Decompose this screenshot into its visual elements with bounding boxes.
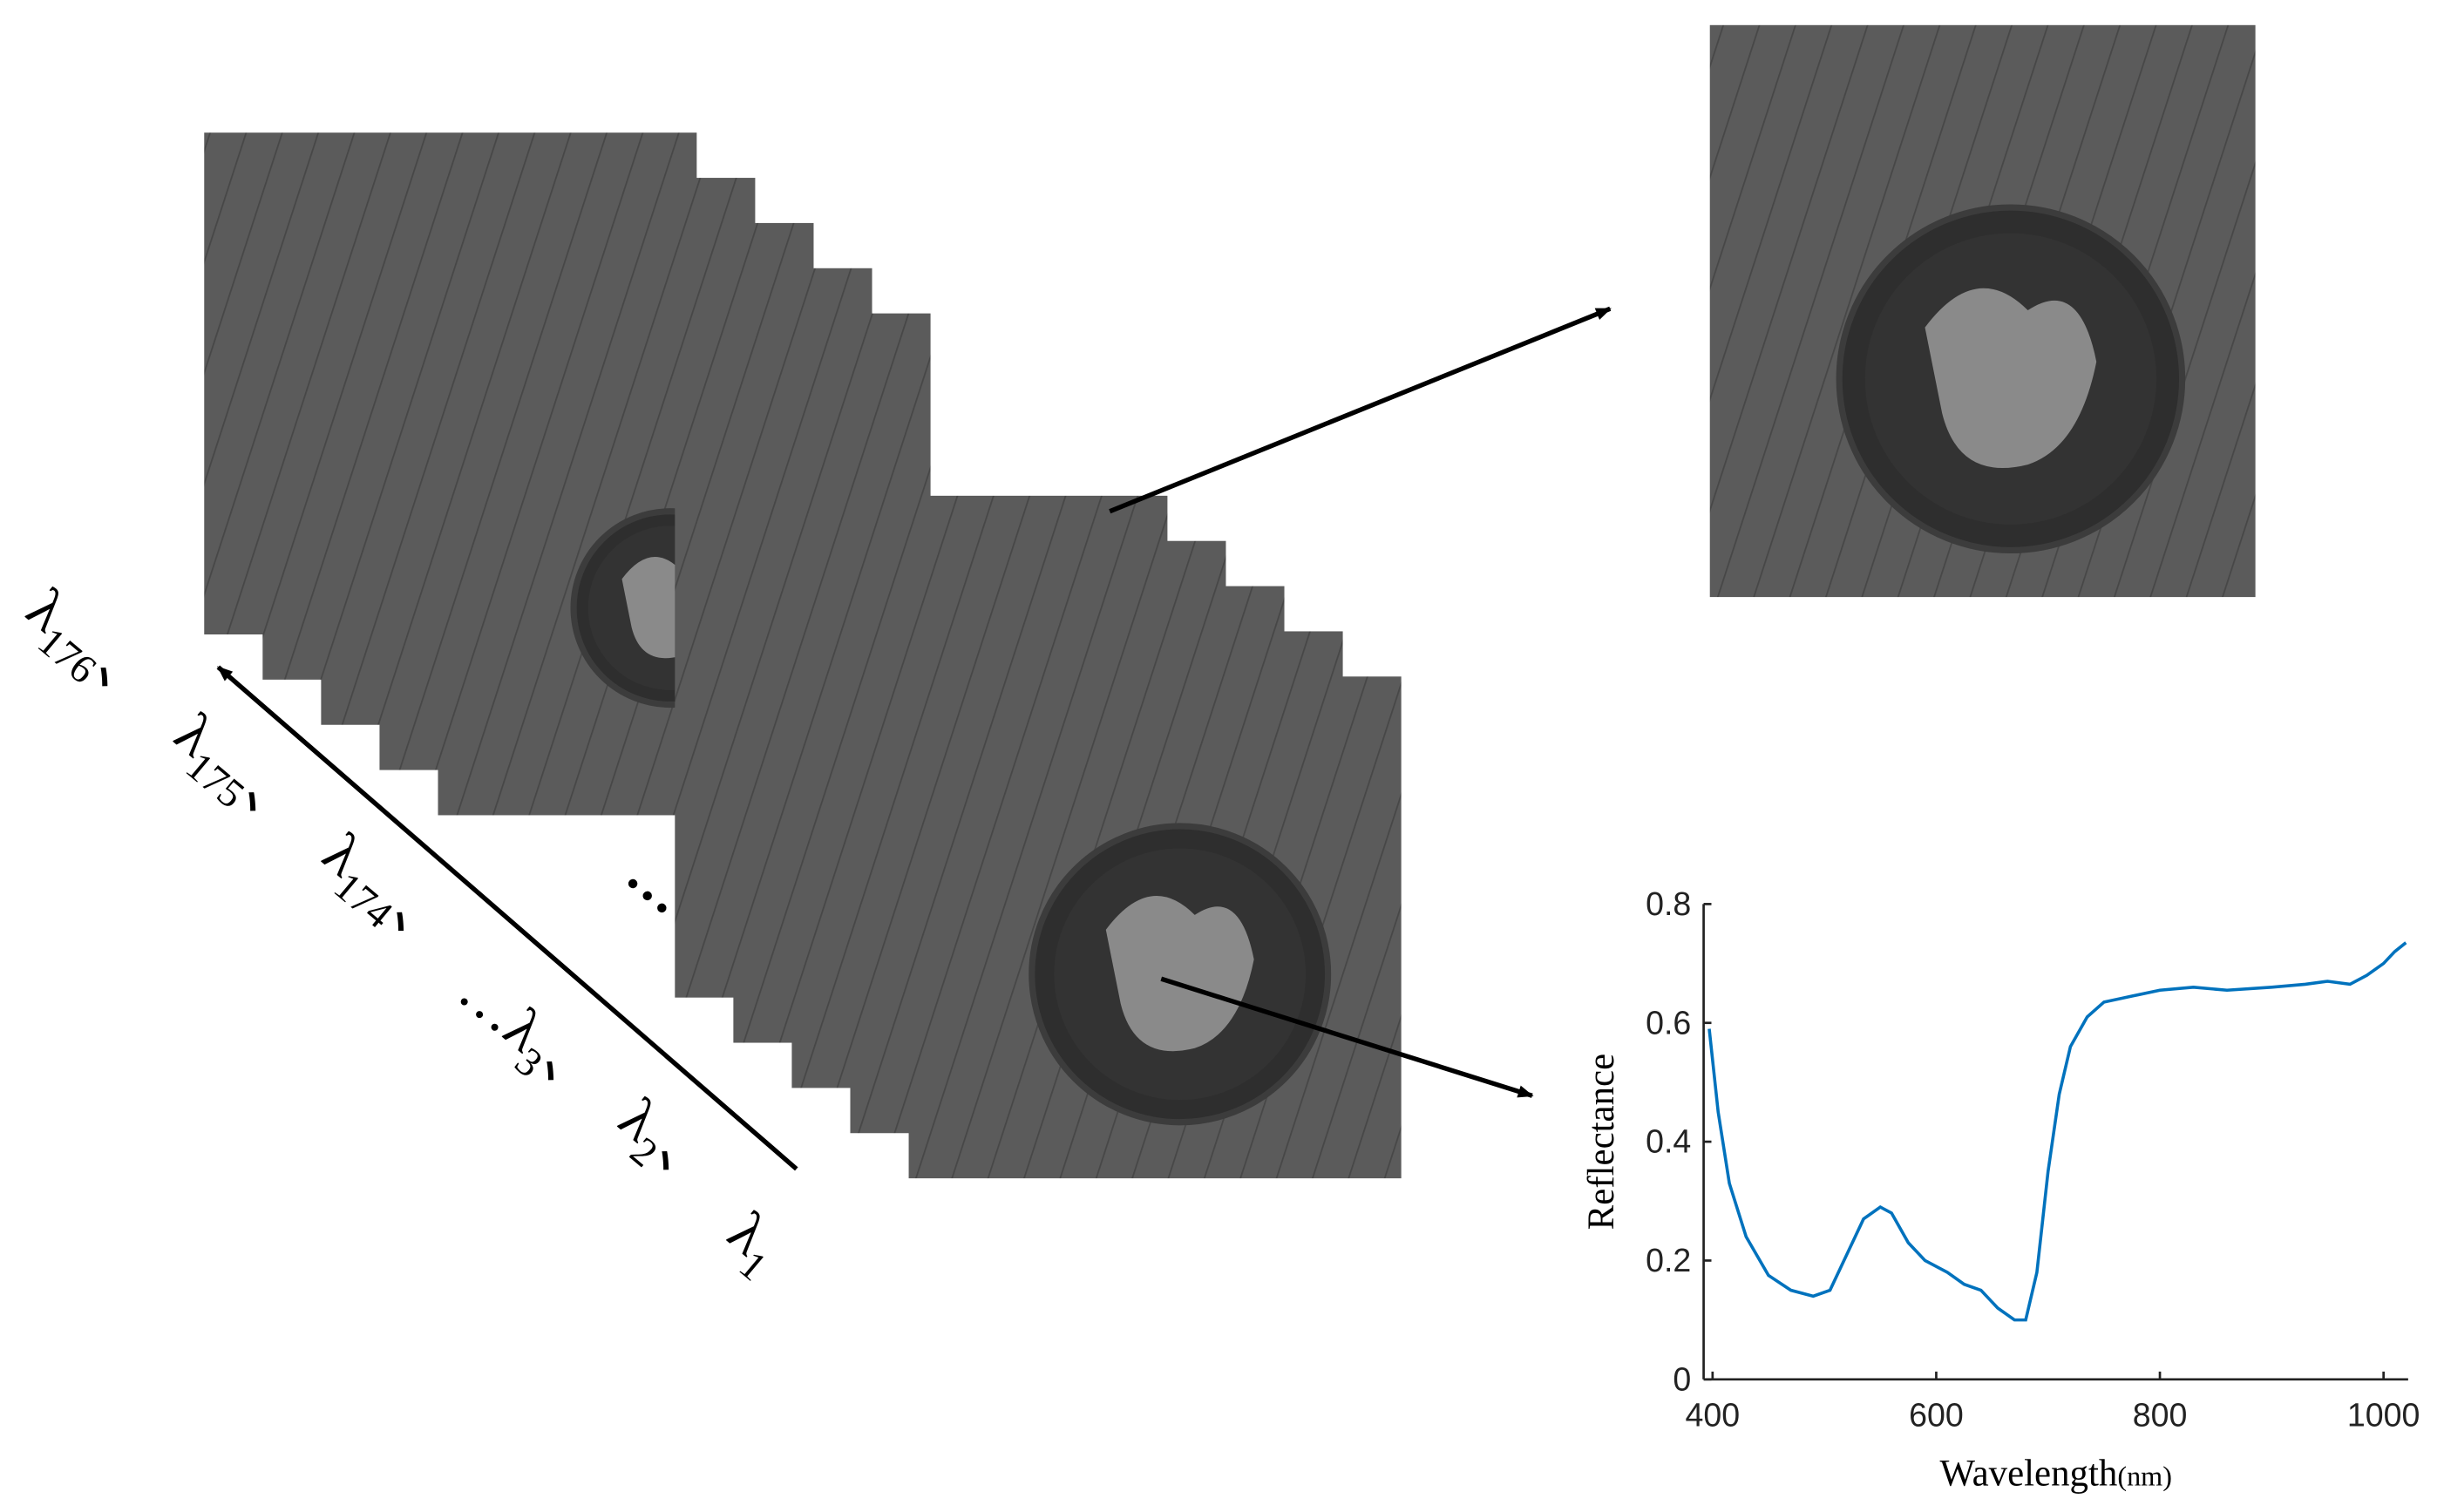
- x-tick-label: 800: [2133, 1396, 2188, 1433]
- band-arrow: [216, 665, 798, 1171]
- label-separator: 、: [380, 878, 468, 966]
- label-separator: 、: [645, 1116, 733, 1205]
- y-axis-label: Reflectance: [1581, 1054, 1622, 1230]
- plant: [1105, 896, 1254, 1052]
- x-tick-label: 400: [1686, 1396, 1741, 1433]
- x-axis-label-text: Wavelength: [1940, 1453, 2118, 1494]
- wavelength-label: …λ3、: [439, 957, 618, 1124]
- label-separator: 、: [530, 1027, 618, 1115]
- y-tick-label: 0.2: [1646, 1242, 1691, 1278]
- spectrum-arrow: [1160, 976, 1534, 1098]
- x-axis-label: Wavelength(nm): [1940, 1453, 2172, 1494]
- wavelength-label: λ1: [709, 1198, 797, 1290]
- label-separator: 、: [84, 633, 172, 722]
- y-tick-label: 0.8: [1646, 885, 1691, 922]
- y-tick-label: 0.6: [1646, 1004, 1691, 1041]
- image-arrow: [1109, 306, 1612, 514]
- image-stacks: [204, 24, 2256, 1179]
- y-tick-label: 0: [1673, 1360, 1691, 1397]
- plant: [1925, 288, 2097, 469]
- wavelength-label: λ2、: [600, 1085, 733, 1215]
- y-tick-label: 0.4: [1646, 1123, 1691, 1160]
- wavelength-label: λ176、: [7, 575, 171, 731]
- wavelength-label: λ174、: [303, 820, 467, 976]
- spectrum-line: [1707, 941, 2407, 1322]
- x-axis-label-unit: (nm): [2117, 1460, 2172, 1491]
- wavelength-label: λ175、: [155, 700, 319, 856]
- x-tick-label: 1000: [2347, 1396, 2420, 1433]
- label-separator: 、: [232, 757, 320, 846]
- x-tick-label: 600: [1909, 1396, 1964, 1433]
